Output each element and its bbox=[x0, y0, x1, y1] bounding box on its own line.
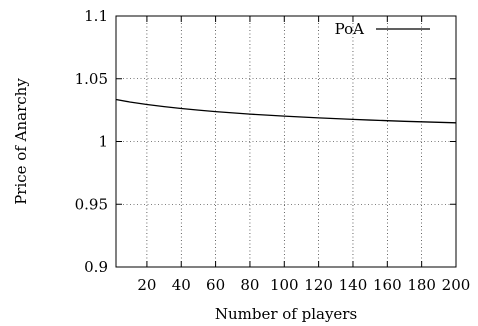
legend-entry-poa: PoA bbox=[335, 20, 365, 38]
series-line-poa bbox=[115, 98, 457, 124]
legend: PoA bbox=[335, 20, 430, 38]
y-tick-label: 0.9 bbox=[84, 258, 108, 276]
x-tick-label: 100 bbox=[270, 276, 299, 294]
series-layer bbox=[115, 98, 457, 124]
x-tick-label: 120 bbox=[304, 276, 333, 294]
x-tick-label: 140 bbox=[339, 276, 368, 294]
x-tick-label: 80 bbox=[240, 276, 259, 294]
axis-ticks bbox=[116, 15, 457, 268]
y-tick-label: 1.05 bbox=[75, 70, 108, 88]
x-tick-label: 180 bbox=[407, 276, 436, 294]
x-tick-label: 200 bbox=[442, 276, 471, 294]
y-tick-label: 0.95 bbox=[75, 195, 108, 213]
x-tick-labels: 20 40 60 80 100 120 140 160 180 200 bbox=[137, 276, 470, 294]
x-tick-label: 40 bbox=[172, 276, 191, 294]
x-tick-label: 60 bbox=[206, 276, 225, 294]
plot-frame bbox=[115, 15, 457, 268]
y-tick-labels: 0.9 0.95 1 1.05 1.1 bbox=[75, 7, 108, 276]
x-tick-label: 20 bbox=[137, 276, 156, 294]
grid bbox=[116, 16, 456, 267]
y-tick-label: 1.1 bbox=[84, 7, 108, 25]
y-tick-label: 1 bbox=[98, 133, 108, 151]
y-axis-label: Price of Anarchy bbox=[12, 78, 30, 205]
x-axis-label: Number of players bbox=[215, 305, 357, 323]
x-tick-label: 160 bbox=[373, 276, 402, 294]
